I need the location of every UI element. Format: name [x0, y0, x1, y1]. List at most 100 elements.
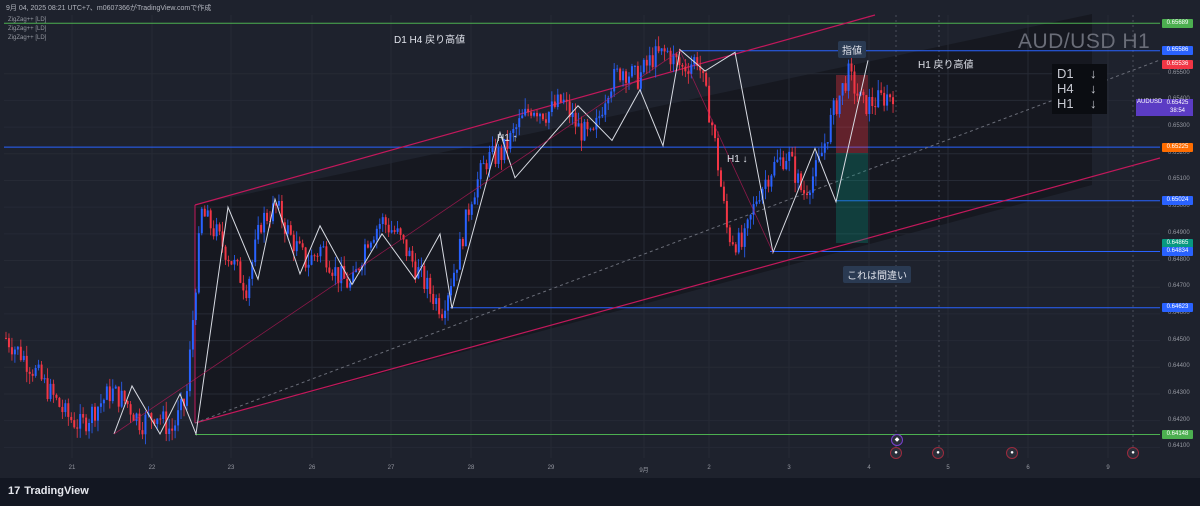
- candle-body: [497, 147, 500, 164]
- candle-body: [420, 266, 423, 268]
- candle-body: [488, 152, 491, 170]
- candle-body: [868, 96, 871, 115]
- timeframe-trend-box: D1 ↓ H4 ↓ H1 ↓: [1052, 64, 1107, 114]
- event-marker-icon[interactable]: ◆: [891, 434, 903, 446]
- candle-body: [737, 232, 740, 253]
- candle-body: [853, 71, 856, 94]
- candle-body: [447, 295, 450, 311]
- candle-body: [832, 100, 835, 115]
- candle-body: [776, 159, 779, 162]
- candle-body: [280, 200, 283, 223]
- candle-body: [788, 151, 791, 161]
- flag-us-icon[interactable]: ●: [932, 447, 944, 459]
- candle-body: [328, 267, 331, 273]
- candle-body: [429, 277, 432, 294]
- candle-body: [856, 93, 859, 96]
- annotation-h1-down[interactable]: H1 ↓: [727, 154, 748, 165]
- candle-body: [236, 259, 239, 262]
- candle-body: [461, 238, 464, 247]
- brand-name: TradingView: [24, 485, 89, 497]
- candle-body: [58, 397, 61, 407]
- candle-body: [607, 97, 610, 104]
- flag-us-icon[interactable]: ●: [1006, 447, 1018, 459]
- candle-body: [248, 278, 251, 299]
- candle-body: [254, 239, 257, 263]
- candle-body: [156, 418, 159, 425]
- candle-body: [387, 224, 390, 233]
- bar-countdown: 38:54: [1169, 108, 1185, 114]
- annotation-h1-up[interactable]: H1 ↑: [497, 133, 518, 144]
- candle-body: [452, 272, 455, 287]
- candle-body: [399, 228, 402, 235]
- candle-body: [363, 244, 366, 266]
- candle-body: [126, 400, 129, 405]
- candle-body: [657, 46, 660, 52]
- candle-body: [883, 92, 886, 106]
- candle-body: [518, 118, 521, 128]
- candle-body: [464, 209, 467, 247]
- candle-body: [381, 217, 384, 225]
- annotation-h1-high[interactable]: H1 戻り高値: [918, 60, 974, 71]
- candle-body: [441, 314, 444, 319]
- candle-body: [693, 57, 696, 65]
- price-tag: 0.65586: [1162, 46, 1193, 56]
- candle-body: [251, 262, 254, 279]
- candle-body: [491, 145, 494, 153]
- zigzag-path: [113, 48, 869, 436]
- candle-body: [159, 418, 162, 420]
- candle-body: [651, 55, 654, 68]
- annotation-d1-h4-high[interactable]: D1 H4 戻り高値: [394, 35, 466, 46]
- candle-body: [22, 355, 25, 361]
- candle-body: [209, 210, 212, 229]
- candle-body: [571, 112, 574, 118]
- flag-us-icon[interactable]: ●: [1127, 447, 1139, 459]
- candle-body: [408, 250, 411, 257]
- down-arrow-icon: ↓: [1090, 81, 1097, 96]
- time-tick-label: 6: [1026, 465, 1030, 471]
- current-price-tag: 0.65425 38:54: [1162, 99, 1193, 116]
- candle-body: [444, 310, 447, 319]
- candle-body: [455, 269, 458, 273]
- tradingview-logo[interactable]: 17 TradingView: [8, 485, 89, 497]
- candle-body: [773, 161, 776, 176]
- candle-body: [257, 224, 260, 240]
- current-symbol-badge: [1136, 99, 1162, 116]
- candle-body: [183, 398, 185, 406]
- candle-body: [755, 201, 758, 205]
- indicator-label-1[interactable]: ZigZag++ [LD]: [8, 17, 47, 23]
- candle-body: [711, 122, 714, 126]
- candle-body: [850, 63, 853, 72]
- candle-body: [49, 383, 52, 399]
- candle-body: [5, 337, 7, 339]
- candle-body: [64, 403, 67, 413]
- candle-body: [168, 428, 171, 434]
- candle-body: [378, 224, 381, 229]
- candle-body: [506, 138, 509, 149]
- candle-body: [779, 157, 782, 160]
- candle-body: [67, 403, 70, 417]
- candle-body: [559, 94, 562, 103]
- candle-body: [203, 208, 206, 217]
- candle-body: [135, 413, 138, 422]
- annotation-limit[interactable]: 指値: [838, 41, 866, 58]
- candle-body: [197, 233, 200, 293]
- candle-body: [714, 125, 717, 139]
- candle-body: [794, 156, 797, 183]
- annotation-mistake[interactable]: これは間違い: [843, 266, 911, 283]
- candle-body: [797, 173, 800, 183]
- price-tag: 0.65024: [1162, 196, 1193, 206]
- candle-body: [55, 394, 58, 398]
- candle-body: [663, 48, 666, 52]
- candle-body: [654, 46, 657, 68]
- candle-body: [610, 91, 613, 98]
- candle-body: [73, 420, 76, 428]
- indicator-label-3[interactable]: ZigZag++ [LD]: [8, 35, 47, 41]
- candle-body: [180, 398, 183, 411]
- candle-body: [206, 210, 209, 217]
- candle-body: [266, 212, 269, 222]
- channel-upper: [194, 14, 876, 206]
- candle-body: [402, 234, 405, 240]
- indicator-label-2[interactable]: ZigZag++ [LD]: [8, 26, 47, 32]
- flag-us-icon[interactable]: ●: [890, 447, 902, 459]
